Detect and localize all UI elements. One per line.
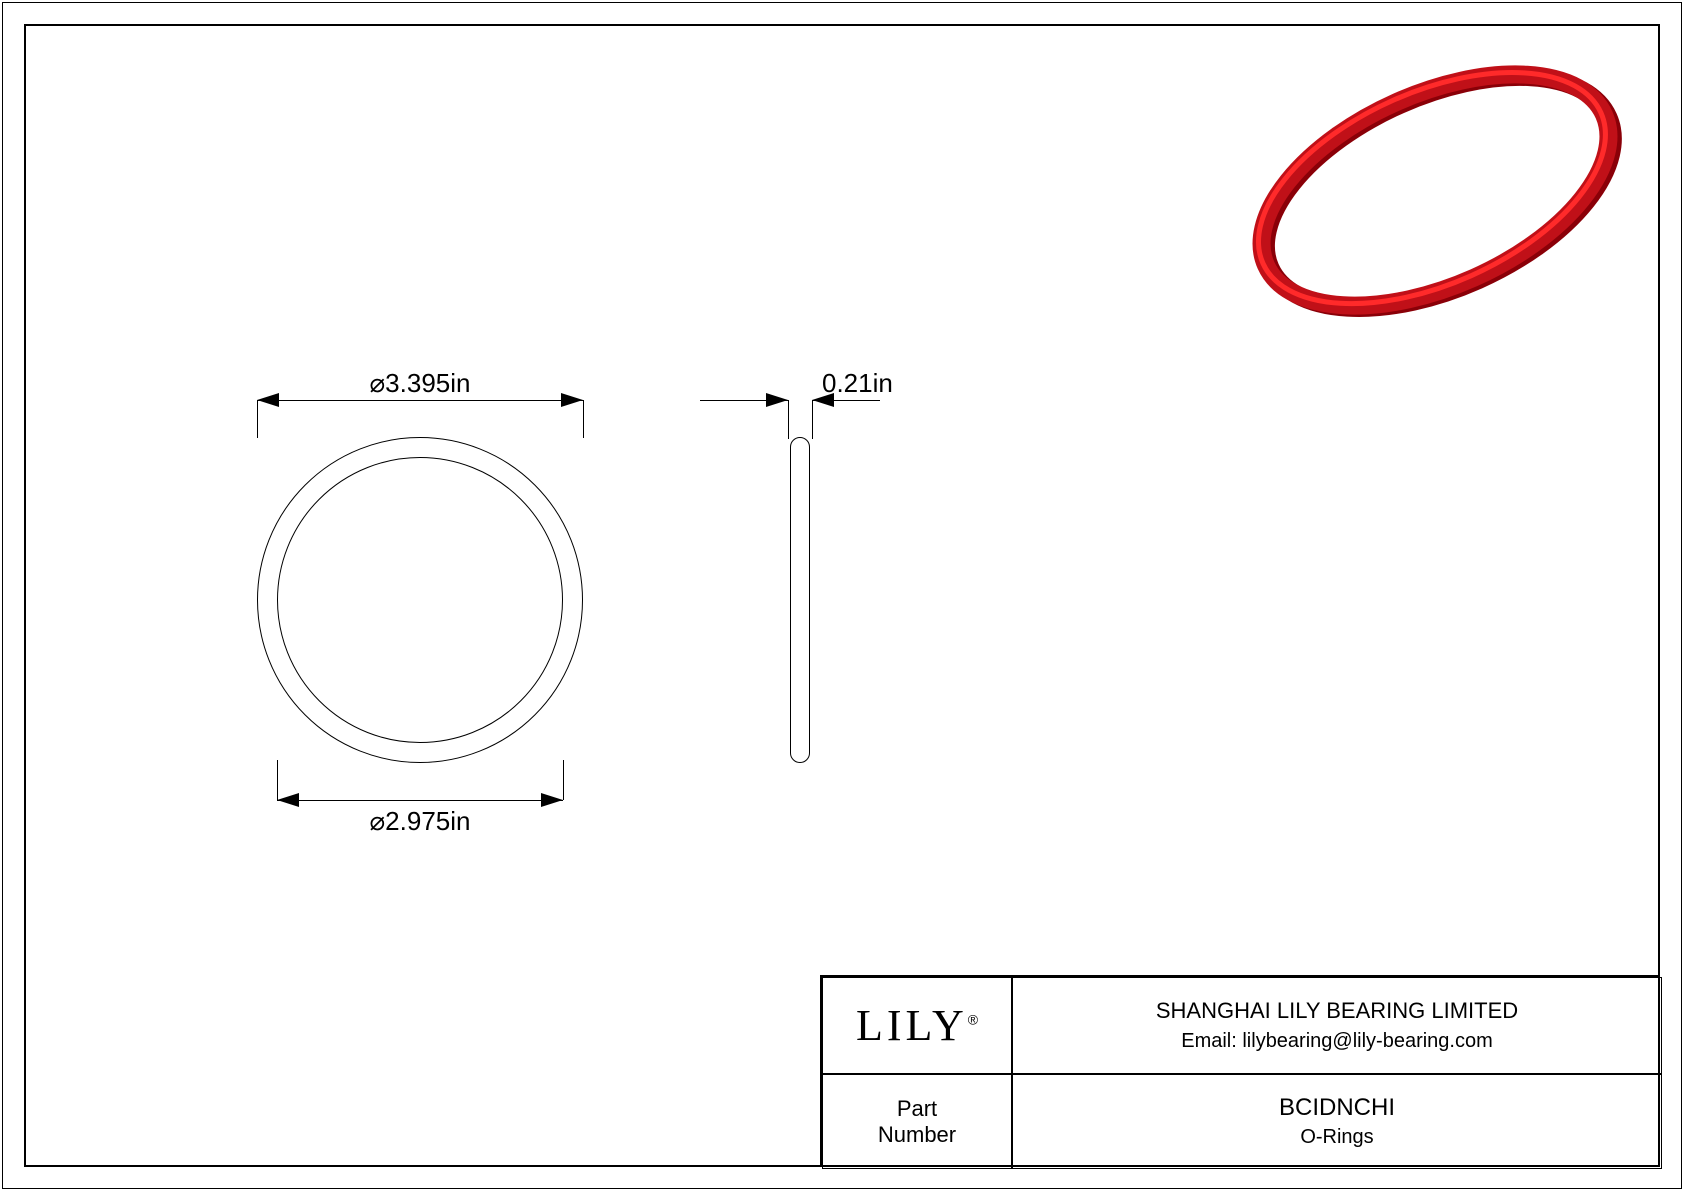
section-width-label: 0.21in: [822, 368, 893, 399]
arrow-right-icon: [766, 393, 788, 407]
company-info-cell: SHANGHAI LILY BEARING LIMITED Email: lil…: [1012, 977, 1662, 1074]
part-number-value: BCIDNCHI: [1279, 1094, 1395, 1122]
part-number-value-cell: BCIDNCHI O-Rings: [1012, 1074, 1662, 1169]
company-logo: LILY®: [856, 1000, 978, 1051]
registered-trademark-icon: ®: [968, 1011, 978, 1027]
cross-section-bar: [790, 437, 810, 763]
arrow-left-icon: [277, 793, 299, 807]
part-number-label-cell: Part Number: [822, 1074, 1012, 1169]
isometric-oring-view: [1212, 56, 1658, 329]
inner-diameter-label: ⌀2.975in: [340, 806, 500, 837]
drawing-page: ⌀3.395in ⌀2.975in 0.21in: [0, 0, 1684, 1191]
part-description: O-Rings: [1300, 1126, 1373, 1149]
part-number-label: Part: [897, 1096, 937, 1121]
inner-diameter-circle: [277, 457, 563, 743]
title-block: LILY® SHANGHAI LILY BEARING LIMITED Emai…: [820, 975, 1660, 1167]
company-email: Email: lilybearing@lily-bearing.com: [1181, 1030, 1493, 1053]
arrow-right-icon: [561, 393, 583, 407]
oring-3d-icon: [1212, 56, 1658, 324]
dimension-line: [257, 400, 583, 401]
outer-diameter-label: ⌀3.395in: [340, 368, 500, 399]
company-name: SHANGHAI LILY BEARING LIMITED: [1156, 998, 1518, 1024]
logo-cell: LILY®: [822, 977, 1012, 1074]
arrow-left-icon: [257, 393, 279, 407]
part-number-label: Number: [878, 1122, 956, 1147]
arrow-right-icon: [541, 793, 563, 807]
logo-text: LILY: [856, 1001, 968, 1050]
dimension-line: [277, 800, 563, 801]
